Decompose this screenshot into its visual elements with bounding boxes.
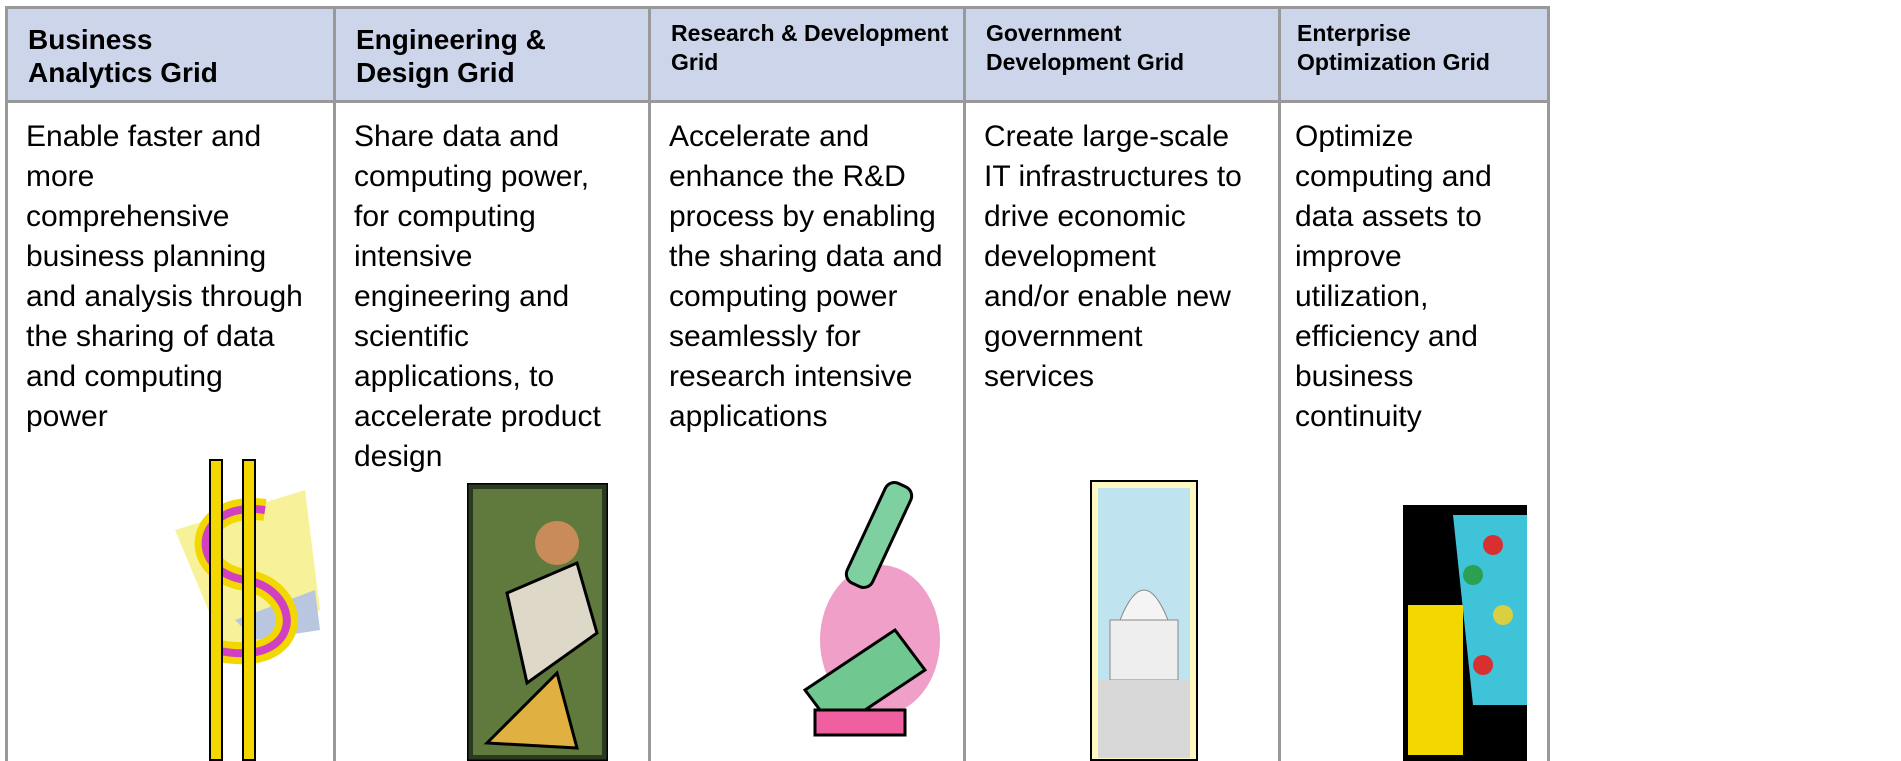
column-title: Government Development Grid <box>966 6 1278 103</box>
people-icon <box>1403 505 1527 761</box>
column: Business Analytics Grid Enable faster an… <box>5 6 333 761</box>
column: Government Development Grid Create large… <box>963 6 1278 761</box>
dollar-icon <box>175 459 320 761</box>
microscope-icon <box>802 481 940 737</box>
column: Enterprise Optimization Grid Optimize co… <box>1278 6 1550 761</box>
designer-icon <box>467 483 608 761</box>
column-title: Business Analytics Grid <box>8 6 333 103</box>
column-title: Research & Development Grid <box>651 6 963 103</box>
column: Engineering & Design Grid Share data and… <box>333 6 648 761</box>
column-title: Enterprise Optimization Grid <box>1281 6 1547 103</box>
column-title: Engineering & Design Grid <box>336 6 648 103</box>
column-text: Enable faster and more comprehensive bus… <box>26 120 303 433</box>
column-text: Accelerate and enhance the R&D process b… <box>669 120 943 433</box>
column-text: Optimize computing and data assets to im… <box>1295 120 1492 433</box>
capitol-icon <box>1090 480 1198 761</box>
column: Research & Development Grid Accelerate a… <box>648 6 963 761</box>
column-text: Share data and computing power, for comp… <box>354 120 601 473</box>
column-text: Create large-scale IT infrastructures to… <box>984 120 1242 393</box>
